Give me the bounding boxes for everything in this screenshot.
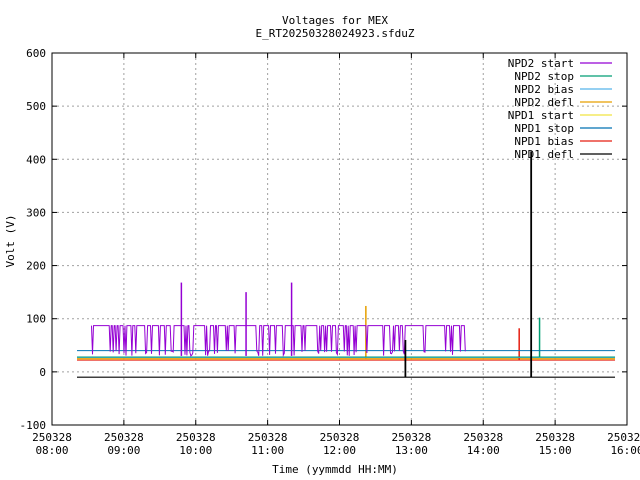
- x-tick-label-date: 250328: [463, 431, 503, 444]
- grid-layer: [52, 53, 627, 425]
- x-tick-label-time: 10:00: [179, 444, 212, 457]
- x-tick-label-time: 13:00: [395, 444, 428, 457]
- x-tick-label-date: 250328: [248, 431, 288, 444]
- legend-label: NPD1 start: [508, 109, 574, 122]
- x-tick-label-date: 250328: [320, 431, 360, 444]
- y-tick-label: 300: [26, 206, 46, 219]
- x-axis-label: Time (yymmdd HH:MM): [272, 463, 398, 476]
- y-tick-label: 400: [26, 153, 46, 166]
- series-layer: [77, 151, 616, 378]
- x-tick-label-date: 250328: [104, 431, 144, 444]
- legend-label: NPD1 stop: [514, 122, 574, 135]
- legend-label: NPD1 defl: [514, 148, 574, 161]
- y-axis-label: Volt (V): [4, 215, 17, 268]
- y-tick-label: 0: [39, 366, 46, 379]
- x-tick-label-time: 15:00: [539, 444, 572, 457]
- x-tick-label-time: 09:00: [107, 444, 140, 457]
- x-tick-label-time: 16:00: [610, 444, 640, 457]
- chart-subtitle: E_RT20250328024923.sfduZ: [256, 27, 415, 40]
- y-tick-label: -100: [20, 419, 47, 432]
- chart-title: Voltages for MEX: [282, 14, 388, 27]
- x-tick-label-time: 11:00: [251, 444, 284, 457]
- x-tick-label-time: 08:00: [35, 444, 68, 457]
- legend-label: NPD1 bias: [514, 135, 574, 148]
- x-tick-label-date: 250328: [32, 431, 72, 444]
- y-tick-label: 500: [26, 100, 46, 113]
- series-line-npd2-start: [91, 325, 466, 358]
- y-tick-label: 100: [26, 313, 46, 326]
- x-tick-label-date: 250328: [176, 431, 216, 444]
- legend-label: NPD2 defl: [514, 96, 574, 109]
- y-tick-label: 200: [26, 260, 46, 273]
- legend-label: NPD2 bias: [514, 83, 574, 96]
- legend-label: NPD2 start: [508, 57, 574, 70]
- tick-layer: -100010020030040050060025032808:00250328…: [20, 47, 640, 457]
- legend-label: NPD2 stop: [514, 70, 574, 83]
- x-tick-label-time: 12:00: [323, 444, 356, 457]
- x-tick-label-date: 250328: [535, 431, 575, 444]
- x-tick-label-date: 250328: [607, 431, 640, 444]
- x-tick-label-date: 250328: [392, 431, 432, 444]
- x-tick-label-time: 14:00: [467, 444, 500, 457]
- y-tick-label: 600: [26, 47, 46, 60]
